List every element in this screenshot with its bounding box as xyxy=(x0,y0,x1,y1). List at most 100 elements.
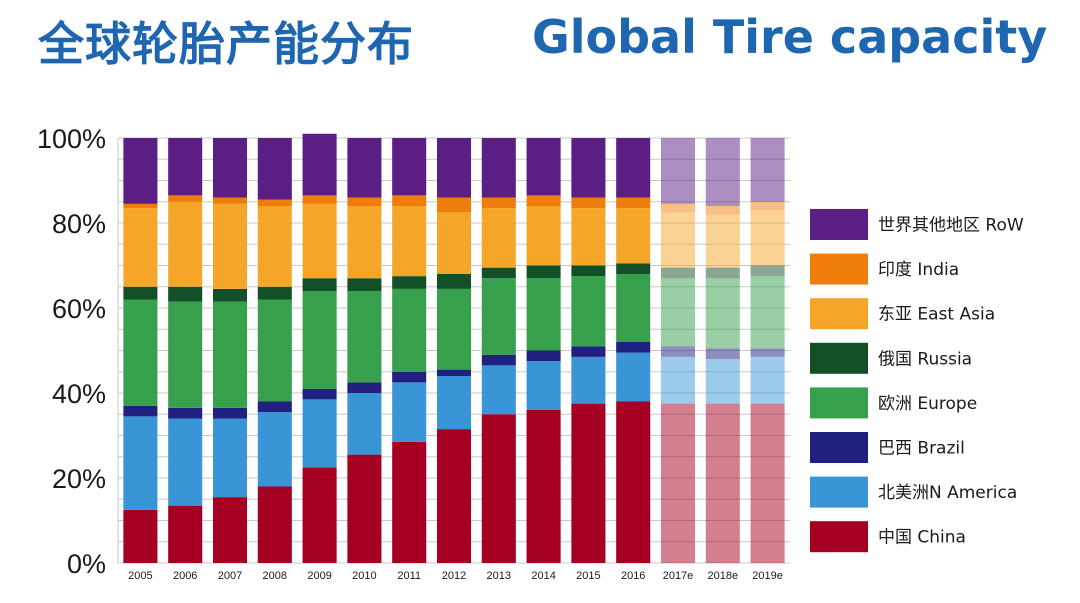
y-tick-label: 20% xyxy=(52,464,106,494)
bar-segment-2015-7 xyxy=(571,138,606,198)
y-axis: 0% 20% 40% 60% 80% 100% xyxy=(37,124,106,579)
legend-swatch xyxy=(810,342,868,374)
bar-segment-2007-1 xyxy=(212,418,248,498)
bar-segment-2008-6 xyxy=(257,199,292,206)
bar-segment-2012-5 xyxy=(436,212,472,274)
bar-segment-2017e-5 xyxy=(660,212,696,268)
y-tick-label: 80% xyxy=(52,209,106,239)
bar-segment-2011-2 xyxy=(392,371,427,383)
bar-segment-2011-5 xyxy=(392,206,427,277)
bar-segment-2012-6 xyxy=(436,197,472,213)
bar-segment-2006-4 xyxy=(168,286,203,302)
bar-segment-2009-2 xyxy=(302,388,337,400)
bar-segment-2014-0 xyxy=(526,410,561,563)
bar-segment-2015-2 xyxy=(571,346,606,357)
bar-segment-2009-7 xyxy=(302,133,337,196)
legend-label: 世界其他地区 RoW xyxy=(878,216,1024,236)
bar-segment-2010-6 xyxy=(347,197,382,206)
bar-segment-2008-2 xyxy=(257,401,292,413)
bar-segment-2014-5 xyxy=(526,206,561,266)
bar-segment-2014-6 xyxy=(526,195,561,206)
bar-segment-2016-5 xyxy=(616,208,651,264)
bar-segment-2017e-4 xyxy=(660,267,696,279)
bar-segment-2015-1 xyxy=(571,356,606,404)
x-tick-label: 2014 xyxy=(531,570,555,582)
bar-segment-2017e-6 xyxy=(660,203,696,213)
bar-segment-2011-4 xyxy=(392,276,427,289)
bar-segment-2007-3 xyxy=(212,301,248,408)
bar-segment-2006-7 xyxy=(168,138,203,196)
bar-segment-2016-2 xyxy=(616,342,651,353)
bar-segment-2008-0 xyxy=(257,486,292,563)
bar-segment-2017e-0 xyxy=(660,403,696,563)
bar-segment-2015-0 xyxy=(571,403,606,563)
legend-swatch xyxy=(810,521,868,553)
bar-segment-2006-6 xyxy=(168,195,203,202)
y-tick-label: 100% xyxy=(37,124,106,154)
x-tick-label: 2006 xyxy=(173,570,197,582)
bar-segment-2019e-5 xyxy=(750,210,785,266)
legend-swatch xyxy=(810,387,868,419)
bar-segment-2005-2 xyxy=(123,405,158,417)
bar-segment-2018e-6 xyxy=(705,206,740,215)
bar-segment-2009-6 xyxy=(302,195,337,204)
bar-segment-2005-3 xyxy=(123,299,158,406)
bar-segment-2010-4 xyxy=(347,278,382,291)
bar-segment-2017e-1 xyxy=(660,356,696,404)
x-tick-label: 2015 xyxy=(576,570,600,582)
bar-segment-2008-4 xyxy=(257,286,292,300)
bar-segment-2019e-2 xyxy=(750,348,785,357)
bar-segment-2018e-3 xyxy=(705,278,740,349)
bar-segment-2006-3 xyxy=(168,301,203,408)
bar-segment-2012-3 xyxy=(436,288,472,370)
bar-segment-2006-2 xyxy=(168,407,203,419)
bar-segment-2013-5 xyxy=(481,208,516,268)
bar-segment-2011-0 xyxy=(392,441,427,563)
y-tick-label: 40% xyxy=(52,379,106,409)
legend-swatch xyxy=(810,209,868,240)
bar-segment-2010-5 xyxy=(347,206,382,279)
x-tick-label: 2016 xyxy=(621,570,645,582)
bar-segment-2014-1 xyxy=(526,361,561,410)
legend-label: 北美洲N America xyxy=(878,483,1017,503)
bar-segment-2015-6 xyxy=(571,197,606,209)
legend-label: 俄国 Russia xyxy=(878,349,972,369)
bar-segment-2014-7 xyxy=(526,138,561,196)
bar-segment-2016-0 xyxy=(616,401,651,563)
bar-segment-2019e-7 xyxy=(750,138,785,202)
bar-segment-2011-7 xyxy=(392,138,427,196)
x-axis: 2005 2006 2007 2008 2009 2010 2011 2012 2013 2014… xyxy=(128,570,783,582)
bar-segment-2008-5 xyxy=(257,206,292,287)
bar-segment-2012-0 xyxy=(436,429,472,563)
bar-segment-2009-3 xyxy=(302,291,337,389)
bar-segment-2018e-4 xyxy=(705,267,740,279)
bars-group xyxy=(123,133,785,563)
bar-segment-2010-1 xyxy=(347,393,382,455)
bar-segment-2012-1 xyxy=(436,376,472,430)
bar-segment-2016-3 xyxy=(616,274,651,342)
bar-segment-2007-2 xyxy=(212,407,248,419)
legend-label: 欧洲 Europe xyxy=(878,394,977,414)
x-tick-label: 2017e xyxy=(663,570,694,582)
bar-segment-2010-3 xyxy=(347,291,382,383)
x-tick-label: 2009 xyxy=(307,570,331,582)
bar-segment-2009-0 xyxy=(302,467,337,563)
x-tick-label: 2018e xyxy=(708,570,739,582)
bar-segment-2005-5 xyxy=(123,208,158,287)
bar-segment-2009-4 xyxy=(302,278,337,291)
x-tick-label: 2007 xyxy=(218,570,242,582)
bar-segment-2007-4 xyxy=(212,288,248,302)
bar-segment-2012-7 xyxy=(436,138,472,198)
bar-segment-2007-6 xyxy=(212,197,248,204)
y-tick-label: 60% xyxy=(52,294,106,324)
bar-segment-2008-1 xyxy=(257,412,292,487)
bar-segment-2015-4 xyxy=(571,265,606,277)
bar-segment-2013-0 xyxy=(481,414,516,563)
y-tick-label: 0% xyxy=(67,549,106,579)
x-tick-label: 2019e xyxy=(752,570,783,582)
bar-segment-2018e-5 xyxy=(705,214,740,268)
bar-segment-2013-7 xyxy=(481,138,516,198)
legend-swatch xyxy=(810,253,868,285)
bar-segment-2017e-7 xyxy=(660,138,696,204)
